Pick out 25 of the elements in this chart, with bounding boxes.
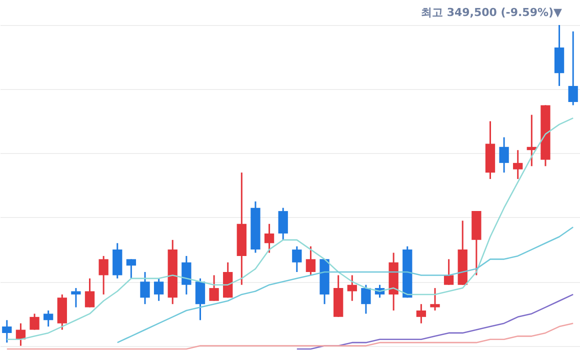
candlestick (44, 310, 54, 328)
candlestick (278, 207, 288, 241)
candlestick (416, 303, 426, 324)
candlestick (195, 278, 206, 321)
candlestick (71, 287, 81, 308)
candlestick (444, 258, 454, 286)
candlestick (154, 278, 164, 302)
candlestick (126, 258, 136, 280)
candlestick (306, 246, 316, 276)
candlestick (513, 149, 523, 180)
candlestick (182, 255, 192, 296)
text: 최고 349,500 (-9.59%)▼ (420, 6, 563, 19)
candlestick (98, 255, 108, 296)
candlestick (347, 274, 357, 302)
candlestick (292, 246, 302, 273)
candlestick (361, 284, 371, 314)
candlestick (568, 30, 578, 106)
candlestick (140, 271, 150, 305)
candlestick (30, 312, 40, 330)
candlestick (430, 287, 440, 312)
candlestick (209, 274, 219, 302)
candlestick (2, 319, 12, 344)
candlestick (84, 278, 95, 308)
candlestick (264, 223, 274, 254)
candlestick (499, 136, 509, 174)
